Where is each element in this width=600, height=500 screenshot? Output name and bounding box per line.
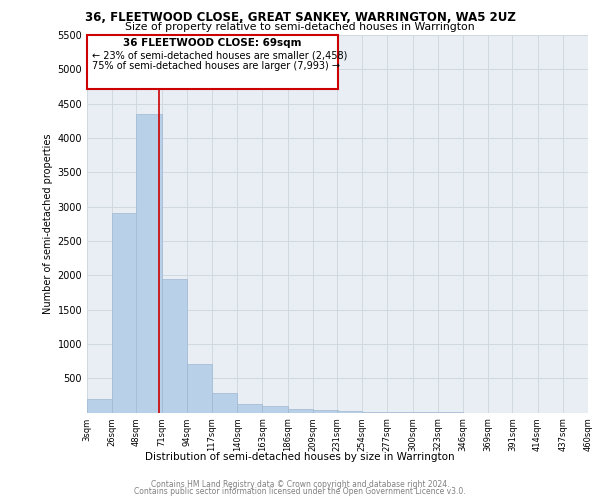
- Y-axis label: Number of semi-detached properties: Number of semi-detached properties: [43, 134, 53, 314]
- Bar: [87, 399, 112, 412]
- Bar: [212, 394, 237, 412]
- Bar: [262, 406, 287, 412]
- Text: 75% of semi-detached houses are larger (7,993) →: 75% of semi-detached houses are larger (…: [92, 61, 340, 71]
- Text: Size of property relative to semi-detached houses in Warrington: Size of property relative to semi-detach…: [125, 22, 475, 32]
- Text: Contains HM Land Registry data © Crown copyright and database right 2024.: Contains HM Land Registry data © Crown c…: [151, 480, 449, 489]
- Text: 36, FLEETWOOD CLOSE, GREAT SANKEY, WARRINGTON, WA5 2UZ: 36, FLEETWOOD CLOSE, GREAT SANKEY, WARRI…: [85, 11, 515, 24]
- Text: ← 23% of semi-detached houses are smaller (2,458): ← 23% of semi-detached houses are smalle…: [92, 50, 348, 60]
- Text: 36 FLEETWOOD CLOSE: 69sqm: 36 FLEETWOOD CLOSE: 69sqm: [123, 38, 302, 48]
- Bar: [313, 410, 338, 412]
- Bar: [136, 114, 161, 412]
- Text: Distribution of semi-detached houses by size in Warrington: Distribution of semi-detached houses by …: [145, 452, 455, 462]
- Bar: [287, 408, 313, 412]
- Text: Contains public sector information licensed under the Open Government Licence v3: Contains public sector information licen…: [134, 487, 466, 496]
- Bar: [187, 364, 212, 412]
- FancyBboxPatch shape: [87, 35, 338, 88]
- Bar: [112, 214, 137, 412]
- Bar: [161, 278, 187, 412]
- Bar: [237, 404, 262, 412]
